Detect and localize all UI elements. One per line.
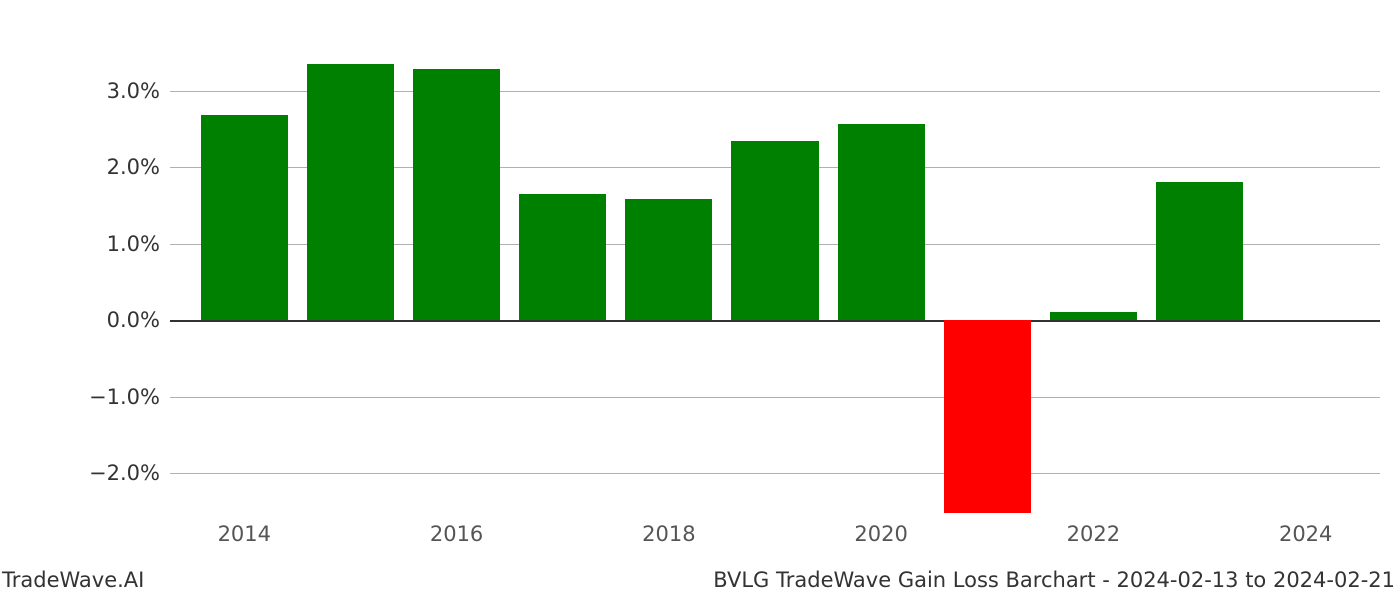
gridline — [170, 473, 1380, 474]
bar — [1156, 182, 1243, 320]
chart-container: −2.0% −1.0% 0.0% 1.0% 2.0% 3.0% 2014 2016 2018 2… — [0, 0, 1400, 600]
x-tick-label: 2024 — [1266, 522, 1346, 546]
x-tick-label: 2020 — [841, 522, 921, 546]
y-tick-label: 2.0% — [75, 155, 160, 179]
bar — [838, 124, 925, 320]
bar — [625, 199, 712, 321]
footer-left-text: TradeWave.AI — [2, 568, 144, 592]
bar — [519, 194, 606, 320]
y-tick-label: −1.0% — [75, 385, 160, 409]
bar — [944, 320, 1031, 513]
x-tick-label: 2018 — [629, 522, 709, 546]
x-tick-label: 2022 — [1053, 522, 1133, 546]
bar — [731, 141, 818, 320]
footer-right-text: BVLG TradeWave Gain Loss Barchart - 2024… — [713, 568, 1395, 592]
bar — [201, 115, 288, 320]
y-tick-label: 3.0% — [75, 79, 160, 103]
bar — [413, 69, 500, 320]
bar — [1050, 312, 1137, 320]
bar — [307, 64, 394, 320]
y-tick-label: 0.0% — [75, 308, 160, 332]
gridline — [170, 397, 1380, 398]
y-tick-label: 1.0% — [75, 232, 160, 256]
plot-area — [170, 45, 1380, 515]
x-tick-label: 2014 — [204, 522, 284, 546]
x-tick-label: 2016 — [417, 522, 497, 546]
zero-line — [170, 320, 1380, 322]
y-tick-label: −2.0% — [75, 461, 160, 485]
